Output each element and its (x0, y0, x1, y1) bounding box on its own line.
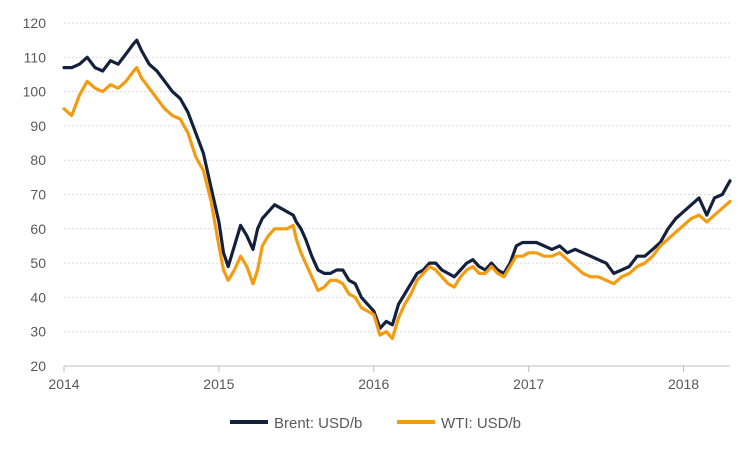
x-tick-label: 2017 (513, 376, 544, 392)
y-tick-label: 60 (30, 221, 46, 237)
y-tick-label: 70 (30, 187, 46, 203)
y-tick-label: 50 (30, 255, 46, 271)
brent-series-line (62, 38, 732, 330)
y-tick-label: 20 (30, 358, 46, 374)
gridlines (64, 22, 730, 333)
axes: 20 30 40 50 60 70 80 90 100 110 120 2014 2015 2016 201… (23, 15, 730, 392)
y-tick-label: 90 (30, 118, 46, 134)
y-tick-label: 120 (23, 15, 47, 31)
wti-series-line (62, 65, 732, 341)
y-tick-label: 100 (23, 84, 47, 100)
legend-label-wti: WTI: USD/b (441, 415, 521, 432)
x-tick-label: 2015 (203, 376, 234, 392)
y-tick-label: 30 (30, 324, 46, 340)
series-lines (62, 38, 732, 341)
legend: Brent: USD/b WTI: USD/b (230, 415, 521, 432)
y-tick-label: 110 (24, 49, 47, 65)
y-tick-label: 80 (30, 152, 46, 168)
y-tick-label: 40 (30, 289, 46, 305)
x-tick-label: 2014 (48, 376, 79, 392)
x-tick-label: 2018 (668, 376, 699, 392)
x-tick-label: 2016 (358, 376, 389, 392)
legend-label-brent: Brent: USD/b (274, 415, 362, 432)
